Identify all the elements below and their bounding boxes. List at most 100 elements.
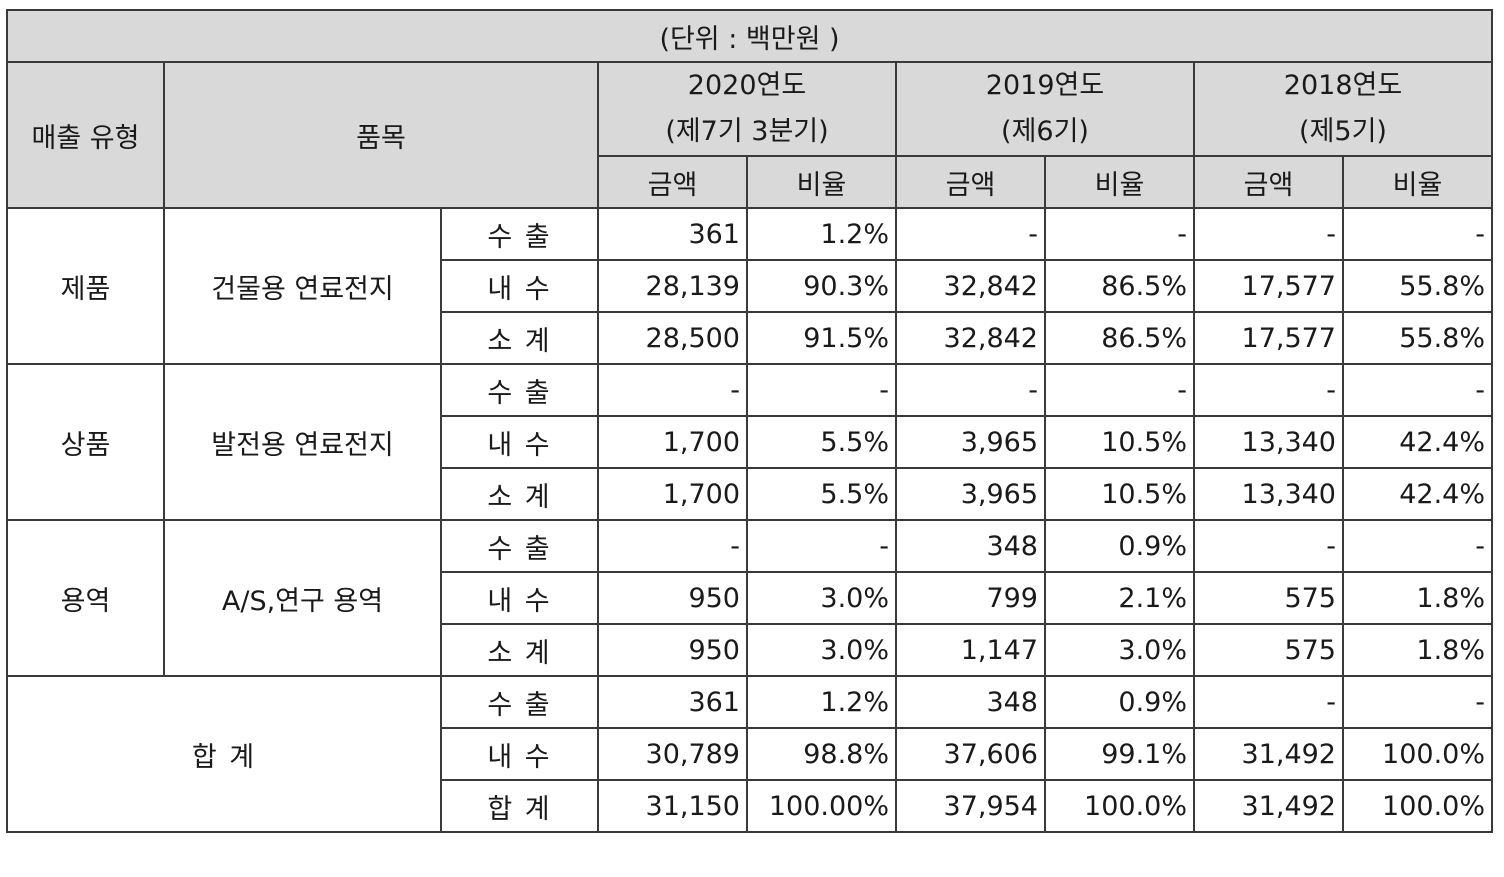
ratio-cell: - [1342, 519, 1493, 573]
amount-cell: - [895, 207, 1046, 261]
subcategory-cell: 소 계 [440, 623, 599, 677]
subcategory-cell: 합 계 [440, 779, 599, 833]
unit-row: (단위 : 백만원 ) [6, 9, 1493, 63]
term-label: (제6기) [1001, 116, 1089, 147]
total-row: 합 계 31,150 100.00% 37,954 100.0% 31,492 100.0% [7, 779, 1493, 833]
ratio-cell: 1.8% [1342, 571, 1493, 625]
header-row-1: 매출 유형 품목 2020연도 (제7기 3분기) 2019연도 (제6기) 2… [6, 61, 1493, 209]
ratio-cell: 98.8% [746, 727, 897, 781]
table-row: 내 수 1,700 5.5% 3,965 10.5% 13,340 42.4% [7, 415, 1493, 469]
ratio-cell: 99.1% [1044, 727, 1195, 781]
header-row-2: 금액 비율 금액 비율 금액 비율 [7, 155, 1493, 209]
ratio-cell: 10.5% [1044, 467, 1195, 521]
ratio-cell: 3.0% [746, 571, 897, 625]
term-label: (제5기) [1299, 116, 1387, 147]
amount-cell: - [895, 363, 1046, 417]
sales-type-cell: 제품 [6, 207, 165, 365]
ratio-cell: 1.8% [1342, 623, 1493, 677]
ratio-cell: 5.5% [746, 467, 897, 521]
ratio-cell: 86.5% [1044, 259, 1195, 313]
header-amount: 금액 [895, 155, 1046, 209]
amount-cell: 3,965 [895, 415, 1046, 469]
ratio-cell: 42.4% [1342, 467, 1493, 521]
ratio-cell: 3.0% [746, 623, 897, 677]
subcategory-cell: 소 계 [440, 311, 599, 365]
header-year-2019: 2019연도 (제6기) [895, 61, 1195, 157]
table-row: 소 계 1,700 5.5% 3,965 10.5% 13,340 42.4% [7, 467, 1493, 521]
year-label: 2019연도 [985, 70, 1105, 101]
ratio-cell: 1.2% [746, 207, 897, 261]
total-label-cell: 합 계 [6, 675, 442, 833]
ratio-cell: - [746, 363, 897, 417]
ratio-cell: - [1342, 363, 1493, 417]
amount-cell: - [1193, 675, 1344, 729]
ratio-cell: - [1044, 363, 1195, 417]
amount-cell: 361 [597, 675, 748, 729]
table-row: 내 수 950 3.0% 799 2.1% 575 1.8% [7, 571, 1493, 625]
item-cell: 발전용 연료전지 [163, 363, 442, 521]
subcategory-cell: 소 계 [440, 467, 599, 521]
amount-cell: - [1193, 519, 1344, 573]
table-row: 상품 발전용 연료전지 수 출------ [6, 363, 1493, 521]
amount-cell: 950 [597, 623, 748, 677]
amount-cell: 575 [1193, 623, 1344, 677]
subcategory-cell: 수 출 [440, 363, 599, 417]
amount-cell: 17,577 [1193, 311, 1344, 365]
subcategory-cell: 내 수 [440, 259, 599, 313]
amount-cell: 32,842 [895, 311, 1046, 365]
ratio-cell: 100.0% [1342, 727, 1493, 781]
year-label: 2018연도 [1283, 70, 1403, 101]
subcategory-cell: 내 수 [440, 415, 599, 469]
amount-cell: 32,842 [895, 259, 1046, 313]
amount-cell: 31,492 [1193, 779, 1344, 833]
amount-cell: 31,150 [597, 779, 748, 833]
subcategory-cell: 수 출 [440, 519, 599, 573]
amount-cell: 1,147 [895, 623, 1046, 677]
amount-cell: 31,492 [1193, 727, 1344, 781]
ratio-cell: 100.0% [1044, 779, 1195, 833]
subcategory-cell: 내 수 [440, 727, 599, 781]
amount-cell: 28,139 [597, 259, 748, 313]
table-row: 용역 A/S,연구 용역 수 출 - -348 0.9% - - [6, 519, 1493, 677]
header-amount: 금액 [1193, 155, 1344, 209]
year-label: 2020연도 [687, 70, 807, 101]
amount-cell: 13,340 [1193, 467, 1344, 521]
amount-cell: 348 [895, 675, 1046, 729]
amount-cell: 799 [895, 571, 1046, 625]
amount-cell: 30,789 [597, 727, 748, 781]
subcategory-cell: 수 출 [440, 675, 599, 729]
ratio-cell: 86.5% [1044, 311, 1195, 365]
subcategory-cell: 수 출 [440, 207, 599, 261]
header-amount: 금액 [597, 155, 748, 209]
header-ratio: 비율 [1044, 155, 1195, 209]
amount-cell: 1,700 [597, 415, 748, 469]
table-row: 내 수 28,139 90.3% 32,842 86.5% 17,577 55.8% [7, 259, 1493, 313]
ratio-cell: - [1342, 207, 1493, 261]
amount-cell: 361 [597, 207, 748, 261]
item-cell: A/S,연구 용역 [163, 519, 442, 677]
header-year-2018: 2018연도 (제5기) [1193, 61, 1493, 157]
table-row: 소 계 28,500 91.5% 32,842 86.5% 17,577 55.8% [7, 311, 1493, 365]
total-row: 내 수 30,789 98.8% 37,606 99.1% 31,492 100.0% [7, 727, 1493, 781]
term-label: (제7기 3분기) [665, 116, 829, 147]
table-row: 소 계 950 3.0% 1,147 3.0% 575 1.8% [7, 623, 1493, 677]
amount-cell: - [597, 519, 748, 573]
ratio-cell: - [746, 519, 897, 573]
sales-table: (단위 : 백만원 ) 매출 유형 품목 2020연도 (제7기 3분기) 20… [6, 9, 1493, 833]
ratio-cell: 55.8% [1342, 259, 1493, 313]
item-cell: 건물용 연료전지 [163, 207, 442, 365]
ratio-cell: 10.5% [1044, 415, 1195, 469]
amount-cell: 37,954 [895, 779, 1046, 833]
sales-type-cell: 용역 [6, 519, 165, 677]
amount-cell: 17,577 [1193, 259, 1344, 313]
amount-cell: 950 [597, 571, 748, 625]
amount-cell: - [1193, 207, 1344, 261]
amount-cell: - [597, 363, 748, 417]
ratio-cell: 91.5% [746, 311, 897, 365]
header-year-2020: 2020연도 (제7기 3분기) [597, 61, 897, 157]
header-item: 품목 [163, 61, 599, 209]
ratio-cell: - [1044, 207, 1195, 261]
amount-cell: - [1193, 363, 1344, 417]
ratio-cell: 55.8% [1342, 311, 1493, 365]
